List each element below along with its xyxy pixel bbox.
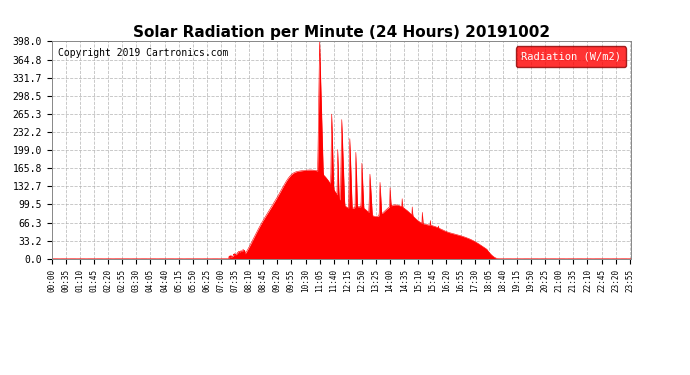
Legend: Radiation (W/m2): Radiation (W/m2) [515, 46, 626, 67]
Text: Copyright 2019 Cartronics.com: Copyright 2019 Cartronics.com [57, 48, 228, 58]
Title: Solar Radiation per Minute (24 Hours) 20191002: Solar Radiation per Minute (24 Hours) 20… [133, 25, 550, 40]
